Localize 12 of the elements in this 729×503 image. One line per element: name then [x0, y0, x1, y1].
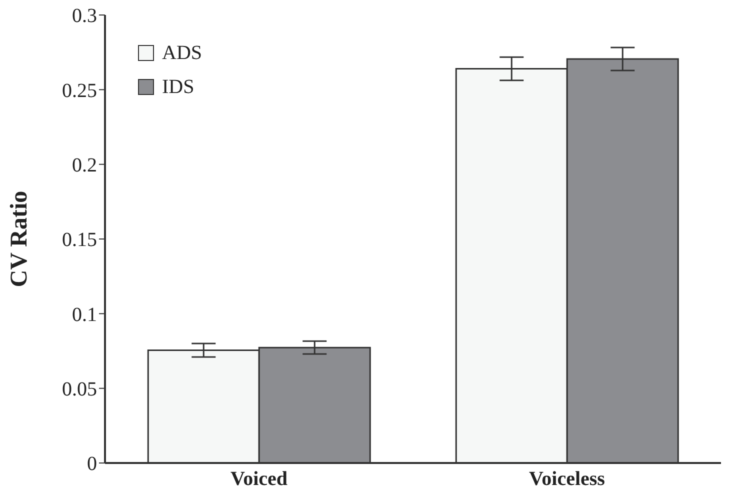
x-tick-label: Voiceless [529, 468, 606, 490]
y-tick-label: 0.15 [62, 229, 97, 252]
y-tick-label: 0.1 [72, 304, 97, 326]
legend-label: IDS [162, 76, 194, 98]
y-tick-label: 0.05 [62, 378, 97, 400]
x-tick-label: Voiced [230, 468, 288, 490]
y-tick-label: 0.3 [72, 5, 97, 28]
y-axis-title: CV Ratio [6, 190, 33, 288]
y-tick-label: 0.2 [72, 154, 97, 176]
legend-label: ADS [162, 42, 202, 64]
y-tick-label: 0 [87, 453, 97, 476]
y-tick-label: 0.25 [62, 80, 97, 102]
